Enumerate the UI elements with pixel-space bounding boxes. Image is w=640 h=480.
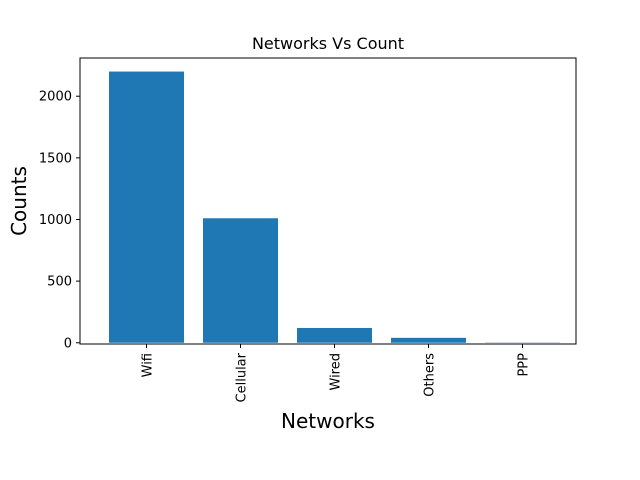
plot-frame <box>79 57 577 345</box>
bar-wifi <box>109 71 184 343</box>
bar-wired <box>297 327 372 343</box>
bar-others <box>391 337 466 343</box>
bar-cellular <box>203 218 278 343</box>
y-tick-label: 0 <box>64 336 72 351</box>
x-tick-label: Wifi <box>141 353 156 377</box>
x-tick-label: Cellular <box>235 352 250 402</box>
x-axis-label: Networks <box>281 409 375 433</box>
x-axis-ticks: Wifi Cellular Wired Others PPP <box>141 344 532 402</box>
y-tick-label: 500 <box>47 275 72 290</box>
y-axis-ticks: 0 500 1000 1500 2000 <box>39 90 80 351</box>
x-tick-label: Wired <box>329 353 344 391</box>
x-tick-label: PPP <box>517 353 532 377</box>
bars <box>109 71 560 343</box>
y-axis-label: Counts <box>7 166 31 236</box>
y-tick-label: 2000 <box>39 90 72 105</box>
y-tick-label: 1000 <box>39 213 72 228</box>
x-tick-label: Others <box>423 353 438 397</box>
chart-title: Networks Vs Count <box>252 34 404 53</box>
y-tick-label: 1500 <box>39 151 72 166</box>
